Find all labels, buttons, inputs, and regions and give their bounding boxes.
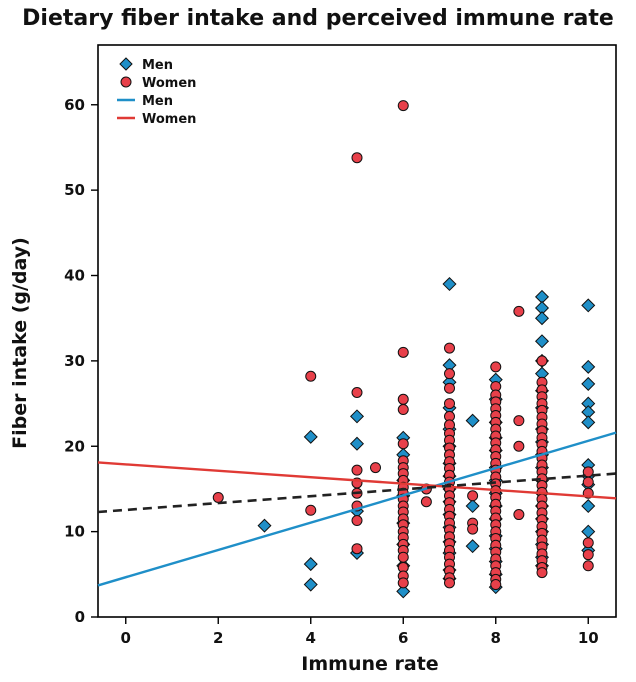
men-data-point bbox=[581, 359, 596, 374]
women-data-point bbox=[397, 404, 409, 416]
legend-men-marker-entry: Men bbox=[119, 57, 173, 73]
women-data-point bbox=[397, 551, 409, 563]
x-tick-label: 10 bbox=[578, 629, 599, 647]
men-data-point bbox=[349, 436, 365, 451]
women-data-point bbox=[212, 491, 224, 503]
men-data-point bbox=[465, 413, 480, 428]
women-data-point bbox=[351, 386, 363, 398]
women-data-point bbox=[467, 490, 479, 502]
women-data-point bbox=[490, 361, 502, 373]
plot-frame bbox=[97, 44, 617, 618]
y-tick-label: 10 bbox=[64, 523, 85, 541]
women-data-point bbox=[490, 579, 502, 591]
women-data-point bbox=[536, 567, 548, 579]
legend-label: Women bbox=[142, 76, 196, 91]
women-data-point bbox=[582, 537, 594, 549]
men-data-point bbox=[465, 499, 480, 514]
men-data-point bbox=[581, 524, 596, 539]
men-data-point bbox=[349, 409, 365, 424]
women-data-point bbox=[536, 355, 548, 367]
legend: Men Women Men Women bbox=[117, 57, 196, 127]
chart-title: Dietary fiber intake and perceived immun… bbox=[22, 6, 614, 31]
men-data-point bbox=[581, 376, 596, 391]
men-data-point bbox=[581, 415, 596, 430]
women-data-point bbox=[513, 509, 525, 521]
women-data-point bbox=[370, 462, 381, 474]
men-data-point bbox=[581, 298, 596, 313]
men-data-point bbox=[396, 584, 411, 599]
women-data-point bbox=[467, 523, 479, 535]
men-data-point bbox=[465, 539, 480, 554]
men-data-point bbox=[257, 518, 272, 533]
women-data-point bbox=[351, 515, 363, 527]
y-tick-label: 40 bbox=[64, 267, 85, 285]
y-tick-label: 30 bbox=[64, 352, 85, 370]
women-data-point bbox=[397, 438, 409, 450]
women-data-point bbox=[305, 370, 317, 382]
men-data-point bbox=[442, 277, 457, 292]
y-tick-label: 50 bbox=[64, 181, 85, 199]
men-trend-line bbox=[97, 431, 617, 587]
legend-circle-icon bbox=[120, 76, 132, 88]
women-data-point bbox=[305, 504, 317, 516]
women-data-point bbox=[397, 346, 409, 358]
legend-label: Men bbox=[142, 94, 173, 109]
legend-label: Women bbox=[142, 112, 196, 127]
women-data-point bbox=[444, 342, 455, 354]
women-data-point bbox=[397, 393, 409, 405]
women-data-point bbox=[444, 382, 455, 394]
x-tick-label: 0 bbox=[121, 629, 131, 647]
women-data-point bbox=[351, 543, 363, 555]
men-data-point bbox=[581, 499, 596, 514]
overall-trend-line bbox=[97, 472, 617, 514]
women-data-point bbox=[582, 476, 594, 488]
men-data-point bbox=[303, 429, 318, 444]
y-tick-label: 20 bbox=[64, 437, 85, 455]
x-tick-label: 8 bbox=[491, 629, 501, 647]
plot-area: 0 2 4 6 8 10 0 10 20 30 40 50 60 Men Women Men Women bbox=[64, 44, 617, 647]
x-tick-label: 6 bbox=[398, 629, 408, 647]
y-axis-label: Fiber intake (g/day) bbox=[9, 237, 31, 449]
women-data-point bbox=[397, 100, 409, 112]
legend-diamond-icon bbox=[119, 57, 133, 71]
women-data-point bbox=[513, 415, 525, 427]
women-data-point bbox=[582, 560, 594, 572]
women-data-point bbox=[444, 368, 455, 380]
x-axis-label: Immune rate bbox=[301, 653, 438, 675]
women-data-point bbox=[582, 549, 594, 561]
legend-women-marker-entry: Women bbox=[120, 76, 196, 91]
y-tick-label: 60 bbox=[64, 96, 85, 114]
x-tick-label: 2 bbox=[213, 629, 223, 647]
women-trend-line bbox=[97, 461, 617, 500]
legend-men-line-entry: Men bbox=[117, 94, 173, 109]
women-data-point bbox=[351, 152, 363, 164]
women-data-point bbox=[513, 440, 525, 452]
women-data-point bbox=[444, 577, 455, 589]
women-data-point bbox=[420, 496, 432, 508]
x-tick-label: 4 bbox=[306, 629, 316, 647]
men-data-point bbox=[303, 557, 318, 572]
men-data-point bbox=[534, 311, 550, 326]
legend-label: Men bbox=[142, 58, 173, 73]
legend-women-line-entry: Women bbox=[117, 112, 196, 127]
women-data-point bbox=[397, 577, 409, 589]
women-data-point bbox=[351, 464, 363, 476]
men-data-point bbox=[303, 577, 318, 592]
y-tick-label: 0 bbox=[75, 608, 85, 626]
men-data-point bbox=[534, 334, 550, 349]
women-data-point bbox=[444, 398, 455, 410]
women-data-point bbox=[513, 305, 525, 317]
